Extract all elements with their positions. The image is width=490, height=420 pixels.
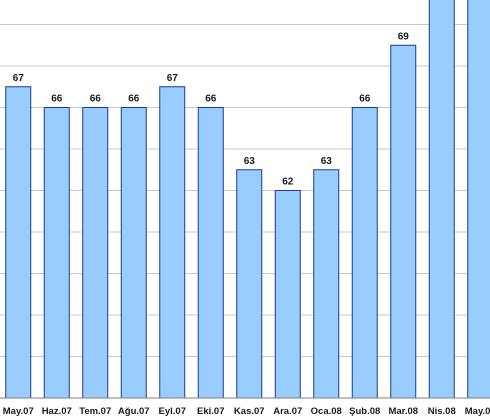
bar-6 [236, 169, 263, 399]
x-tick-label-0: May.07 [3, 406, 34, 417]
bars [5, 0, 490, 399]
value-label-2: 66 [90, 94, 102, 105]
value-label-5: 66 [205, 94, 217, 105]
x-tick-label-11: Nis.08 [428, 406, 456, 417]
x-tick-label-8: Oca.08 [311, 406, 342, 417]
bar-9 [351, 107, 378, 399]
x-tick-label-10: Mar.08 [388, 406, 418, 417]
bar-8 [313, 169, 340, 399]
value-label-6: 63 [244, 156, 256, 167]
value-label-3: 66 [128, 94, 140, 105]
bar-12 [467, 0, 490, 399]
value-label-7: 62 [282, 177, 294, 188]
x-tick-labels: May.07 Haz.07 Tem.07 Ağu.07 Eyl.07 Eki.07 Kas.… [3, 406, 490, 417]
bar-4 [159, 86, 186, 399]
bar-2 [82, 107, 109, 399]
x-tick-label-6: Kas.07 [234, 406, 265, 417]
value-label-4: 67 [167, 73, 179, 84]
bar-7 [274, 190, 301, 399]
bar-11 [428, 0, 455, 399]
bar-0 [5, 86, 32, 399]
x-tick-label-9: Şub.08 [349, 406, 380, 417]
value-label-1: 66 [51, 94, 63, 105]
value-label-8: 63 [321, 156, 333, 167]
bar-10 [390, 44, 417, 399]
bar-5 [197, 107, 224, 399]
x-tick-label-4: Eyl.07 [159, 406, 186, 417]
bar-3 [120, 107, 147, 399]
x-tick-label-12: May.08 [465, 406, 490, 417]
data-labels: 67666666676663626366697374 [13, 31, 410, 188]
value-label-0: 67 [13, 73, 25, 84]
x-tick-label-7: Ara.07 [273, 406, 302, 417]
bar-1 [43, 107, 70, 399]
value-label-9: 66 [359, 94, 371, 105]
x-tick-label-3: Ağu.07 [118, 406, 150, 417]
value-label-10: 69 [398, 31, 410, 42]
x-tick-label-2: Tem.07 [79, 406, 111, 417]
x-tick-label-1: Haz.07 [42, 406, 72, 417]
x-tick-label-5: Eki.07 [197, 406, 224, 417]
